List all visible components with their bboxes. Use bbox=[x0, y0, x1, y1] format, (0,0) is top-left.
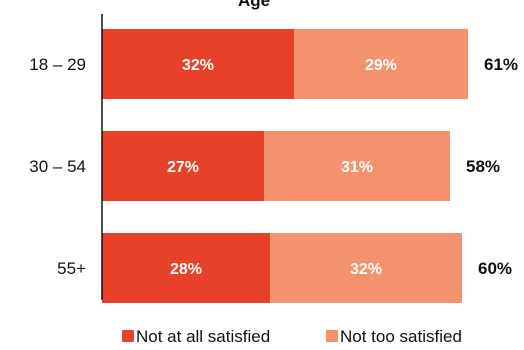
bar-segment bbox=[264, 131, 450, 201]
category-label: 30 – 54 bbox=[29, 157, 86, 176]
chart-title: Age bbox=[238, 0, 270, 10]
category-label: 18 – 29 bbox=[29, 55, 86, 74]
legend-label: Not at all satisfied bbox=[136, 327, 270, 346]
bar-value-label: 32% bbox=[350, 261, 382, 278]
category-label: 55+ bbox=[57, 259, 86, 278]
bar-segment bbox=[102, 233, 270, 303]
legend: Not at all satisfied Not too satisfied bbox=[122, 327, 462, 346]
total-label: 58% bbox=[466, 157, 500, 176]
legend-swatch bbox=[122, 330, 134, 342]
legend-label: Not too satisfied bbox=[340, 327, 462, 346]
bar-segment bbox=[102, 29, 294, 99]
bar-segment bbox=[294, 29, 468, 99]
bar-value-label: 27% bbox=[167, 159, 199, 176]
bar-value-label: 28% bbox=[170, 261, 202, 278]
bars-layer: 18 – 29 32% 29% 61% 30 – 54 27% 31% 58% 55+ 28% 32… bbox=[29, 29, 518, 303]
total-label: 61% bbox=[484, 55, 518, 74]
legend-swatch bbox=[326, 330, 338, 342]
bar-segment bbox=[102, 131, 264, 201]
bar-value-label: 32% bbox=[182, 57, 214, 74]
total-label: 60% bbox=[478, 259, 512, 278]
bar-value-label: 29% bbox=[365, 57, 397, 74]
bar-segment bbox=[270, 233, 462, 303]
bar-value-label: 31% bbox=[341, 159, 373, 176]
